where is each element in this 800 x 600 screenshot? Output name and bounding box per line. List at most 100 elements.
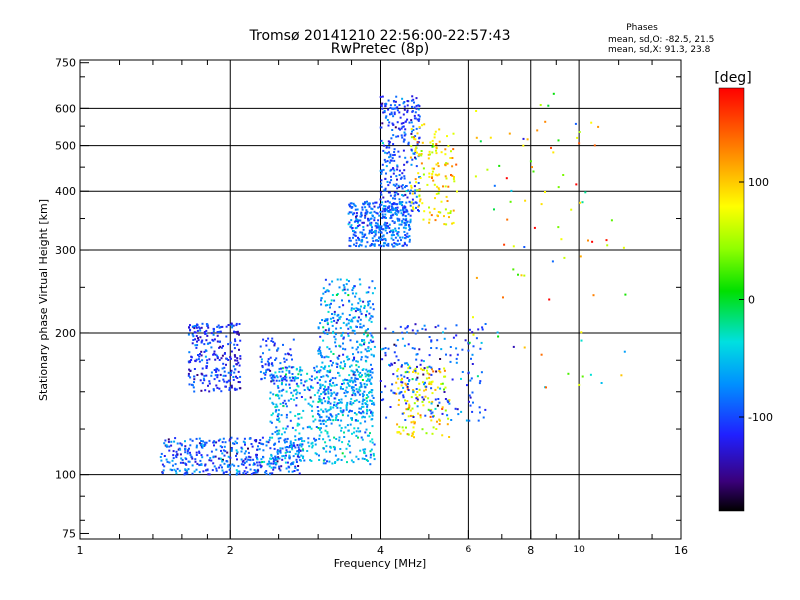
data-point	[368, 434, 370, 437]
data-point	[235, 388, 238, 391]
data-point	[203, 441, 206, 444]
data-point	[297, 465, 300, 467]
data-point	[451, 222, 454, 225]
data-point	[292, 366, 295, 369]
data-point	[371, 438, 374, 441]
data-point	[329, 389, 332, 392]
data-point	[437, 165, 440, 168]
data-point	[410, 132, 413, 135]
data-point	[443, 223, 446, 226]
data-point	[384, 160, 387, 163]
data-point	[192, 386, 195, 389]
data-point	[288, 370, 291, 373]
data-point	[400, 374, 403, 377]
data-point	[406, 433, 409, 436]
data-point	[296, 422, 299, 425]
data-point	[388, 151, 390, 154]
data-point	[219, 438, 222, 441]
data-point	[280, 414, 283, 417]
data-point	[235, 375, 237, 378]
data-point	[428, 150, 431, 153]
data-point	[279, 437, 282, 440]
data-point	[557, 226, 560, 229]
data-point	[368, 229, 371, 232]
data-point	[283, 399, 286, 402]
data-point	[309, 385, 312, 388]
data-point	[324, 318, 327, 321]
data-point	[378, 205, 381, 208]
data-point	[389, 113, 391, 116]
data-point	[579, 201, 582, 204]
data-point	[405, 217, 408, 220]
data-point	[256, 453, 258, 456]
data-point	[384, 187, 387, 190]
y-tick-label: 100	[55, 469, 76, 482]
data-point	[358, 386, 361, 389]
data-point	[389, 406, 392, 408]
data-point	[544, 120, 547, 123]
data-point	[502, 296, 504, 299]
data-point	[479, 347, 482, 350]
data-point	[351, 289, 354, 292]
data-point	[241, 447, 244, 450]
data-point	[331, 280, 334, 283]
data-point	[159, 456, 162, 458]
data-point	[412, 208, 415, 211]
data-point	[274, 455, 277, 458]
y-tick-label: 500	[55, 140, 76, 153]
data-point	[414, 371, 417, 374]
data-point	[390, 179, 393, 182]
data-point	[354, 419, 357, 422]
data-point	[411, 329, 414, 332]
data-point	[435, 163, 438, 166]
data-point	[385, 217, 387, 219]
data-point	[401, 172, 404, 175]
data-point	[341, 312, 344, 315]
data-point	[205, 441, 208, 444]
data-point	[176, 442, 179, 445]
data-point	[403, 169, 406, 172]
data-point	[210, 346, 213, 349]
data-point	[411, 347, 414, 350]
data-point	[227, 371, 230, 374]
data-point	[168, 461, 171, 464]
data-point	[412, 202, 415, 205]
data-point	[411, 158, 414, 161]
data-point	[395, 229, 397, 232]
data-point	[395, 344, 398, 347]
data-point	[417, 154, 420, 157]
data-point	[421, 124, 423, 127]
data-point	[365, 329, 368, 332]
data-point	[285, 390, 288, 393]
data-point	[369, 399, 372, 402]
data-point	[387, 244, 390, 247]
data-point	[290, 366, 293, 369]
data-point	[390, 205, 393, 208]
data-point	[285, 369, 288, 372]
data-point	[416, 118, 419, 121]
data-point	[393, 362, 396, 364]
colorbar-tick-label: 0	[748, 294, 755, 307]
data-point	[395, 213, 398, 216]
data-point	[218, 387, 221, 390]
data-point	[324, 408, 327, 411]
data-point	[339, 278, 342, 281]
data-point	[219, 330, 222, 333]
data-point	[182, 461, 185, 464]
data-point	[284, 378, 287, 381]
data-point	[396, 431, 399, 434]
data-point	[448, 216, 450, 219]
data-point	[205, 374, 208, 377]
data-point	[195, 346, 198, 349]
data-point	[581, 375, 584, 378]
data-point	[344, 348, 347, 351]
data-point	[467, 342, 470, 345]
data-point	[358, 343, 361, 346]
data-point	[368, 415, 371, 418]
data-point	[392, 134, 395, 137]
data-point	[326, 322, 329, 325]
data-point	[404, 237, 407, 240]
data-point	[320, 366, 323, 368]
data-point	[431, 139, 434, 142]
data-point	[351, 227, 354, 229]
